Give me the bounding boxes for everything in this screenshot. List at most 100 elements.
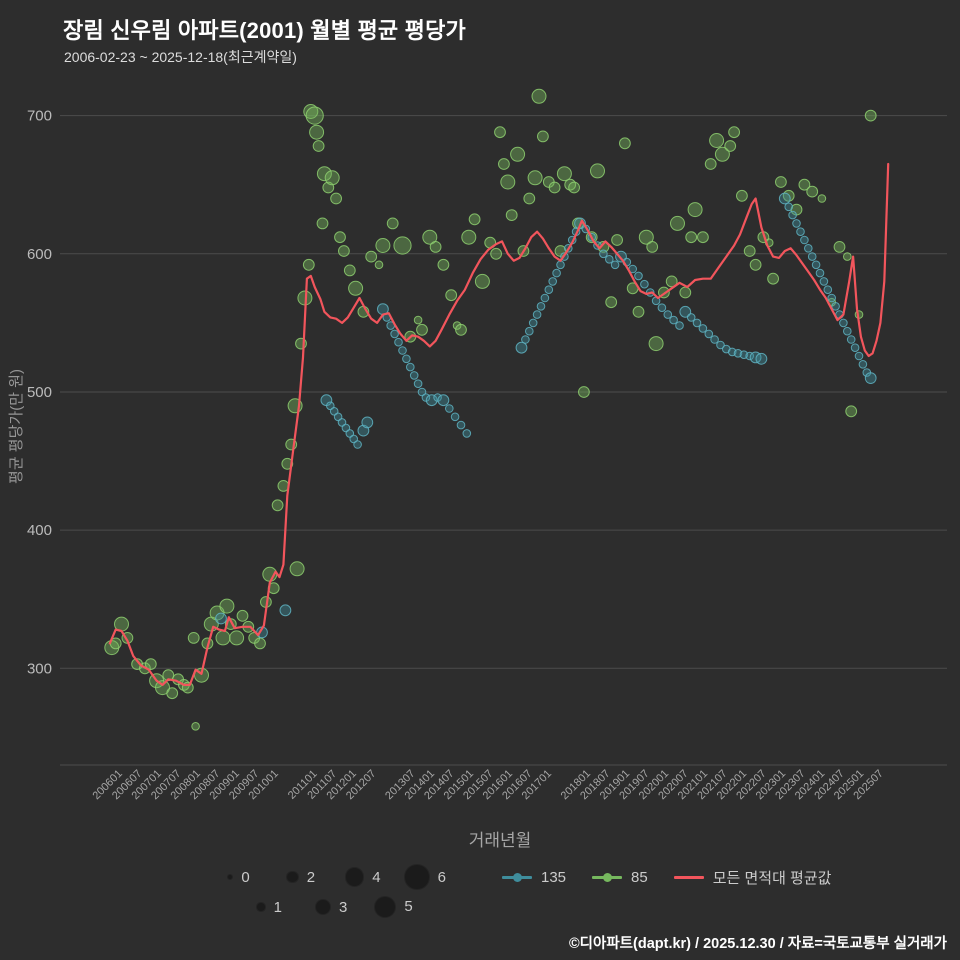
bubble-85[interactable] [749,258,762,271]
bubble-135[interactable] [462,429,472,438]
legend-series-avg[interactable]: 모든 면적대 평균값 [673,867,831,888]
bubble-85[interactable] [343,264,356,277]
bubble-135[interactable] [854,351,864,361]
bubble-135[interactable] [710,335,719,344]
bubble-135[interactable] [413,379,423,389]
bubble-85[interactable] [375,238,391,253]
bubble-85[interactable] [330,192,343,205]
legend-series-85[interactable]: 85 [592,869,648,886]
bubble-85[interactable] [845,405,858,418]
bubble-85[interactable] [798,178,811,191]
bubble-135[interactable] [515,341,528,354]
bubble-85[interactable] [229,630,245,646]
bubble-135[interactable] [784,202,794,212]
bubble-85[interactable] [685,231,698,244]
bubble-85[interactable] [348,280,364,296]
bubble-135[interactable] [839,318,848,328]
bubble-85[interactable] [271,499,284,512]
bubble-85[interactable] [302,258,315,271]
bubble-135[interactable] [640,279,649,289]
bubble-135[interactable] [807,252,817,261]
bubble-85[interactable] [500,174,516,190]
bubble-85[interactable] [236,609,249,622]
bubble-135[interactable] [811,260,821,270]
bubble-85[interactable] [578,386,590,398]
bubble-85[interactable] [611,234,623,246]
bubble-85[interactable] [386,217,399,230]
bubble-135[interactable] [548,277,558,286]
bubble-85[interactable] [605,296,618,309]
bubble-135[interactable] [663,310,673,319]
bubble-135[interactable] [406,362,415,372]
bubble-85[interactable] [556,166,572,182]
bubble-135[interactable] [864,372,877,385]
bubble-85[interactable] [461,229,477,245]
bubble-85[interactable] [187,632,200,644]
bubble-85[interactable] [490,247,503,260]
bubble-85[interactable] [679,286,692,299]
bubble-135[interactable] [398,346,407,355]
bubble-85[interactable] [393,236,412,255]
bubble-85[interactable] [843,252,852,261]
bubble-135[interactable] [669,315,678,325]
bubble-85[interactable] [437,258,450,271]
bubble-135[interactable] [361,416,374,429]
bubble-85[interactable] [289,561,305,577]
bubble-85[interactable] [619,137,631,150]
bubble-85[interactable] [413,315,423,325]
bubble-135[interactable] [634,271,643,281]
bubble-85[interactable] [445,289,458,302]
bubble-135[interactable] [788,210,797,220]
bubble-85[interactable] [468,213,481,226]
bubble-135[interactable] [605,254,614,264]
bubble-85[interactable] [219,598,235,614]
bubble-85[interactable] [704,158,717,170]
bubble-135[interactable] [528,318,538,328]
bubble-85[interactable] [303,104,319,119]
bubble-135[interactable] [536,302,546,311]
bubble-85[interactable] [709,133,725,148]
bubble-135[interactable] [433,393,442,402]
bubble-135[interactable] [394,337,403,347]
bubble-135[interactable] [657,303,667,313]
bubble-85[interactable] [374,260,384,270]
bubble-135[interactable] [796,227,805,236]
bubble-135[interactable] [409,371,419,380]
bubble-85[interactable] [632,305,645,318]
bubble-85[interactable] [833,241,846,253]
bubble-85[interactable] [422,229,438,245]
bubble-85[interactable] [312,140,325,152]
bubble-85[interactable] [743,245,756,257]
bubble-85[interactable] [670,215,685,231]
bubble-135[interactable] [521,335,530,344]
average-line[interactable] [108,162,890,686]
bubble-85[interactable] [155,680,170,696]
bubble-85[interactable] [665,275,678,288]
bubble-85[interactable] [474,273,490,289]
bubble-85[interactable] [324,170,340,186]
bubble-85[interactable] [775,176,787,188]
bubble-85[interactable] [429,241,442,253]
bubble-135[interactable] [804,244,813,253]
bubble-85[interactable] [144,658,157,670]
bubble-85[interactable] [215,630,231,646]
bubble-135[interactable] [425,394,438,407]
bubble-85[interactable] [316,217,329,230]
bubble-135[interactable] [686,313,696,322]
bubble-85[interactable] [494,126,506,139]
bubble-135[interactable] [556,260,565,270]
bubble-135[interactable] [390,329,399,339]
bubble-85[interactable] [365,250,378,263]
bubble-135[interactable] [827,293,837,303]
bubble-85[interactable] [498,158,510,170]
bubble-85[interactable] [736,189,748,202]
bubble-85[interactable] [455,323,467,336]
legend-series-135[interactable]: 135 [502,869,566,886]
bubble-85[interactable] [646,241,659,253]
bubble-135[interactable] [610,260,620,270]
bubble-85[interactable] [305,106,324,125]
bubble-135[interactable] [353,440,362,449]
bubble-135[interactable] [778,192,791,205]
bubble-85[interactable] [510,146,526,162]
bubble-135[interactable] [445,404,454,413]
